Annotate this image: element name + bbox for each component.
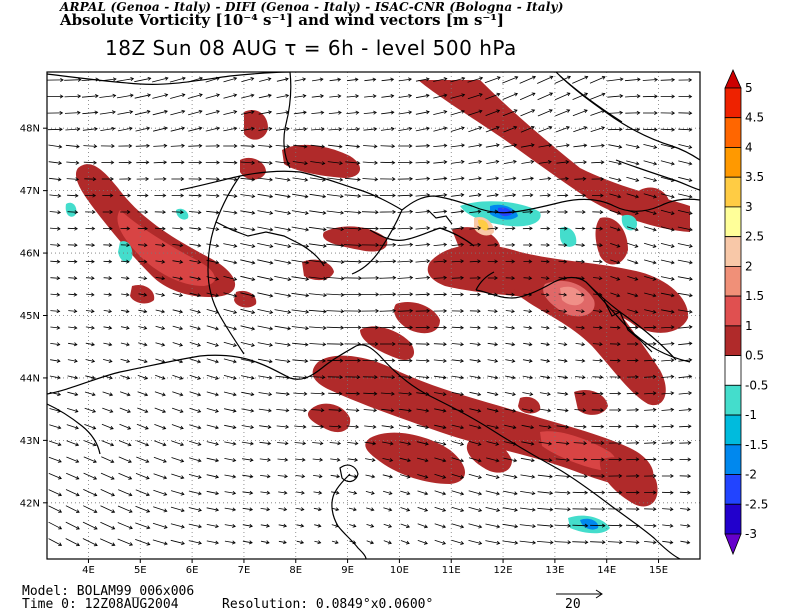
lat-tick-label: 42N <box>20 498 40 509</box>
lon-tick-label: 11E <box>442 565 461 576</box>
vorticity-shading <box>65 80 690 534</box>
lon-tick-label: 12E <box>494 565 513 576</box>
lat-tick-label: 44N <box>20 373 40 384</box>
resolution-info: Resolution: 0.0849°x0.0600° <box>222 597 434 612</box>
colorbar-segment <box>724 176 742 208</box>
reference-vector-label: 20 <box>565 597 581 612</box>
colorbar-level-label: 2 <box>745 259 753 273</box>
colorbar-segment <box>724 147 742 178</box>
colorbar-segment <box>724 236 742 267</box>
colorbar-level-label: 1 <box>745 319 753 333</box>
lon-tick-label: 14E <box>597 565 616 576</box>
colorbar-segment <box>724 414 742 446</box>
colorbar-segment <box>724 355 742 386</box>
colorbar-segment <box>724 206 742 237</box>
valid-time-title: 18Z Sun 08 AUG τ = 6h - level 500 hPa <box>105 36 517 60</box>
colorbar-segment <box>724 503 742 535</box>
colorbar-level-label: 2.5 <box>745 230 764 244</box>
lat-tick-label: 46N <box>20 249 40 260</box>
lat-tick-label: 43N <box>20 436 40 447</box>
colorbar-level-label: -0.5 <box>745 378 768 392</box>
reference-vector-arrow <box>556 589 603 599</box>
colorbar-segment <box>724 474 742 505</box>
lon-tick-label: 8E <box>289 565 302 576</box>
coastlines-borders <box>47 72 700 559</box>
lon-tick-label: 13E <box>545 565 564 576</box>
lat-lon-grid <box>47 72 700 559</box>
colorbar-level-label: 3 <box>745 200 753 214</box>
colorbar-level-label: 4 <box>745 141 753 155</box>
colorbar-segment <box>724 444 742 475</box>
map-axes: 4E 5E 6E 7E 8E 9E 10E 11E 12E 13E 14E 15E 48N 47N 46N 4… <box>20 124 668 576</box>
lon-tick-label: 10E <box>390 565 409 576</box>
lat-tick-label: 45N <box>20 311 40 322</box>
lat-tick-label: 47N <box>20 186 40 197</box>
lat-tick-label: 48N <box>20 124 40 135</box>
lon-tick-label: 4E <box>82 565 95 576</box>
lon-tick-label: 15E <box>649 565 668 576</box>
colorbar-segment <box>724 384 742 416</box>
colorbar-level-label: -2.5 <box>745 497 768 511</box>
colorbar-segment <box>724 87 742 119</box>
lon-tick-label: 9E <box>341 565 354 576</box>
colorbar-level-label: -1.5 <box>745 438 768 452</box>
lon-tick-label: 5E <box>134 565 147 576</box>
colorbar-level-label: 5 <box>745 81 753 95</box>
time-info: Time 0: 12Z08AUG2004 <box>22 597 179 612</box>
colorbar-level-label: -1 <box>745 408 757 422</box>
colorbar-level-label: 0.5 <box>745 349 764 363</box>
lon-tick-label: 6E <box>186 565 199 576</box>
colorbar-segment <box>724 117 742 148</box>
model-info: Model: BOLAM99_006x006 <box>22 584 195 599</box>
field-title: Absolute Vorticity [10⁻⁴ s⁻¹] and wind v… <box>60 11 504 29</box>
colorbar-segment <box>724 325 742 356</box>
colorbar-level-label: -2 <box>745 468 757 482</box>
colorbar-bottom-triangle <box>724 533 742 556</box>
lon-tick-label: 7E <box>238 565 251 576</box>
institutions-line: ARPAL (Genoa - Italy) - DIFI (Genoa - It… <box>60 0 564 14</box>
colorbar-top-triangle <box>724 69 742 89</box>
colorbar: 5 4.5 4 3.5 3 2.5 2 1.5 1 0.5 -0.5 -1 -1.5 -2 -2.5 -3 <box>724 69 768 556</box>
colorbar-level-label: -3 <box>745 527 757 541</box>
colorbar-segment <box>724 295 742 327</box>
wind-vectors <box>46 75 693 547</box>
colorbar-level-label: 1.5 <box>745 289 764 303</box>
colorbar-segment <box>724 265 742 297</box>
colorbar-level-label: 3.5 <box>745 170 764 184</box>
colorbar-level-label: 4.5 <box>745 111 764 125</box>
